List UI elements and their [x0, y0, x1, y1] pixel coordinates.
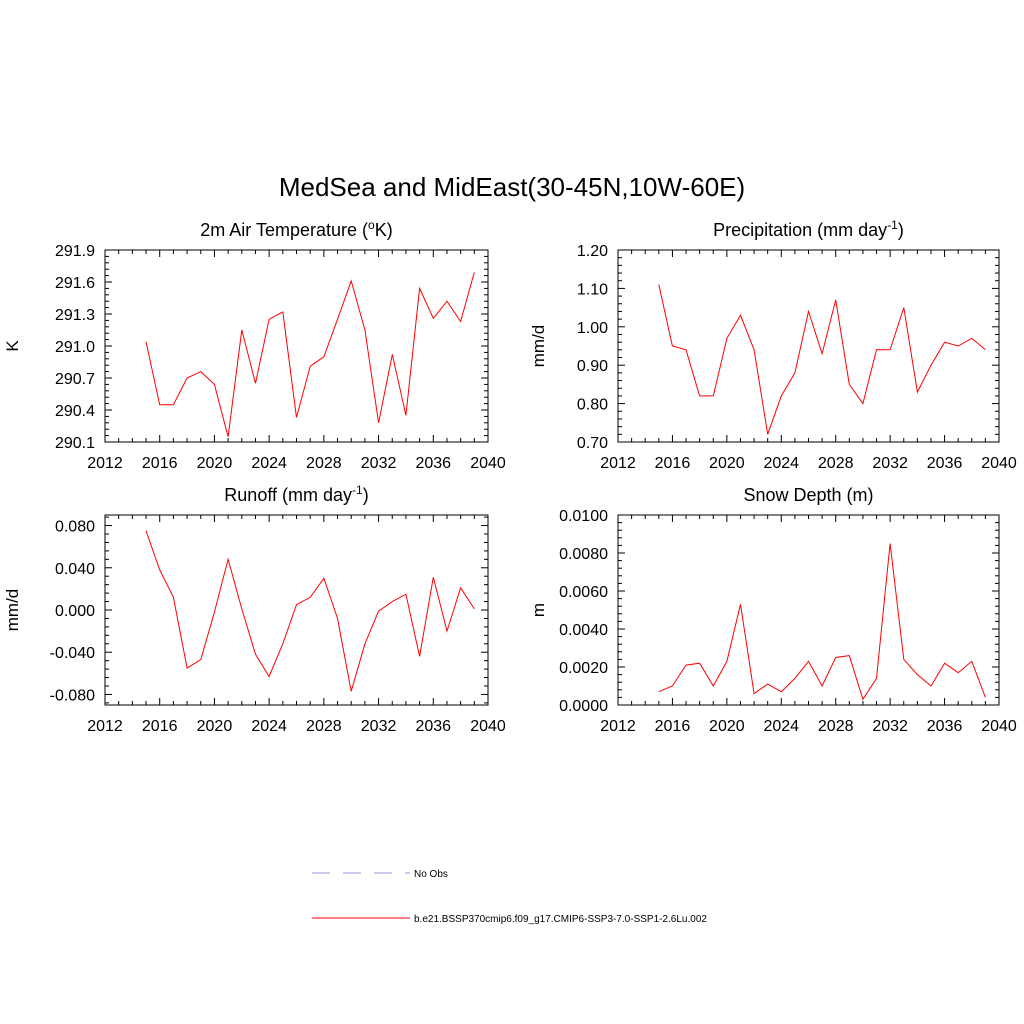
- x-tick-label: 2024: [251, 455, 287, 472]
- legend-label-2: b.e21.BSSP370cmip6.f09_g17.CMIP6-SSP3-7.…: [414, 914, 707, 925]
- series-line: [145, 530, 475, 692]
- chart-panel-4: Snow Depth (m) 2012 2016 2020 2024 2028 2032 20…: [529, 485, 1017, 735]
- y-tick-label: -0.040: [50, 645, 95, 662]
- x-tick-label: 2028: [818, 455, 854, 472]
- panel-title: Runoff (mm day-1): [224, 483, 368, 505]
- y-tick-label: 1.10: [577, 281, 608, 298]
- y-tick-label: 1.20: [577, 243, 608, 260]
- x-tick-label: 2032: [872, 455, 908, 472]
- y-tick-label: 290.7: [55, 371, 95, 388]
- y-tick-label: 0.000: [55, 603, 95, 620]
- x-tick-label: 2020: [197, 455, 233, 472]
- x-tick-label: 2020: [197, 718, 233, 735]
- x-tick-label: 2016: [655, 718, 691, 735]
- x-tick-label: 2028: [306, 718, 342, 735]
- x-tick-label: 2040: [470, 455, 506, 472]
- x-tick-label: 2040: [981, 455, 1017, 472]
- x-tick-label: 2024: [763, 455, 799, 472]
- y-tick-label: 0.70: [577, 435, 608, 452]
- x-tick-label: 2024: [251, 718, 287, 735]
- legend: No Obs b.e21.BSSP370cmip6.f09_g17.CMIP6-S…: [312, 869, 707, 925]
- x-tick-label: 2036: [927, 718, 963, 735]
- plot-frame: [617, 514, 1000, 706]
- y-axis-label: mm/d: [3, 589, 22, 632]
- chart-panel-2: Precipitation (mm day-1) 2012 2016 2020 2024…: [529, 218, 1017, 472]
- x-tick-label: 2012: [87, 455, 123, 472]
- series-line: [145, 272, 475, 437]
- y-tick-label: 0.0040: [559, 622, 608, 639]
- x-tick-label: 2028: [306, 455, 342, 472]
- y-tick-label: 0.0080: [559, 546, 608, 563]
- y-tick-label: 0.080: [55, 519, 95, 536]
- x-tick-label: 2016: [655, 455, 691, 472]
- y-tick-label: 0.0000: [559, 698, 608, 715]
- x-tick-label: 2032: [361, 718, 397, 735]
- series-line: [658, 543, 986, 701]
- x-tick-label: 2024: [763, 718, 799, 735]
- x-tick-label: 2036: [415, 455, 451, 472]
- x-tick-label: 2040: [981, 718, 1017, 735]
- x-tick-label: 2012: [87, 718, 123, 735]
- x-tick-label: 2016: [142, 455, 178, 472]
- x-tick-label: 2036: [927, 455, 963, 472]
- plot-frame: [104, 514, 489, 706]
- panel-title: Precipitation (mm day-1): [713, 218, 904, 240]
- y-tick-label: 291.9: [55, 243, 95, 260]
- y-tick-label: 291.3: [55, 307, 95, 324]
- y-axis-label: mm/d: [529, 325, 548, 368]
- x-tick-label: 2032: [361, 455, 397, 472]
- figure-title: MedSea and MidEast(30-45N,10W-60E): [279, 172, 745, 202]
- x-tick-label: 2016: [142, 718, 178, 735]
- y-axis-label: m: [529, 603, 548, 617]
- panel-title: Snow Depth (m): [743, 485, 873, 505]
- y-tick-label: 0.040: [55, 561, 95, 578]
- y-tick-label: 290.1: [55, 435, 95, 452]
- panels: 2m Air Temperature (oK) 2012 2016 2020 2024 2…: [3, 218, 1017, 735]
- x-tick-label: 2036: [415, 718, 451, 735]
- y-tick-label: 290.4: [55, 403, 95, 420]
- y-tick-label: 0.90: [577, 358, 608, 375]
- y-axis-label: K: [3, 340, 22, 352]
- chart-panel-3: Runoff (mm day-1) 2012 2016 2020 2024 2028 203…: [3, 483, 506, 735]
- x-tick-label: 2012: [600, 718, 636, 735]
- y-tick-label: 0.0020: [559, 660, 608, 677]
- series-line: [658, 284, 986, 435]
- x-tick-label: 2020: [709, 718, 745, 735]
- y-tick-label: 291.0: [55, 339, 95, 356]
- x-tick-label: 2032: [872, 718, 908, 735]
- y-tick-label: 291.6: [55, 275, 95, 292]
- y-tick-label: 1.00: [577, 320, 608, 337]
- panel-title: 2m Air Temperature (oK): [200, 218, 392, 240]
- x-tick-label: 2020: [709, 455, 745, 472]
- legend-label-1: No Obs: [414, 869, 448, 880]
- y-tick-label: 0.0060: [559, 584, 608, 601]
- y-tick-label: 0.80: [577, 397, 608, 414]
- x-tick-label: 2040: [470, 718, 506, 735]
- x-tick-label: 2012: [600, 455, 636, 472]
- chart-panel-1: 2m Air Temperature (oK) 2012 2016 2020 2024 2…: [3, 218, 506, 472]
- y-tick-label: -0.080: [50, 687, 95, 704]
- x-tick-label: 2028: [818, 718, 854, 735]
- plot-frame: [104, 249, 489, 443]
- y-tick-label: 0.0100: [559, 508, 608, 525]
